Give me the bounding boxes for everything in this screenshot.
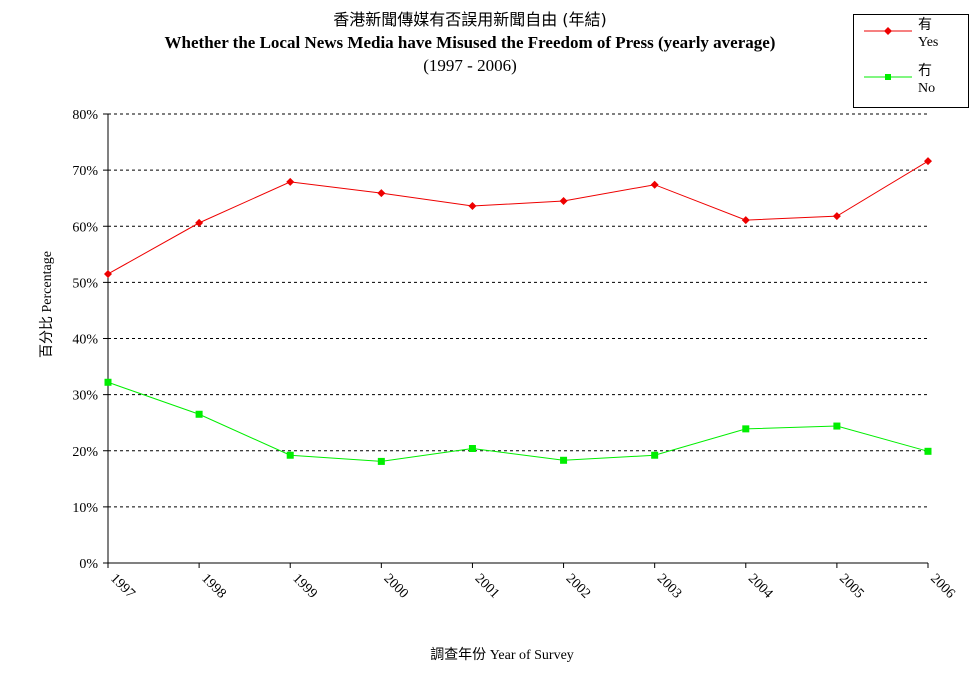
x-tick-label: 1999	[289, 571, 319, 601]
data-point-no	[104, 378, 112, 386]
legend-label-yes-en: Yes	[918, 35, 939, 50]
data-point-yes	[195, 218, 204, 227]
x-axis-title-zh: 調查年份	[430, 647, 487, 663]
x-tick-label: 2006	[927, 571, 957, 601]
x-tick-label: 2003	[654, 571, 684, 601]
legend: 有 Yes 冇 No	[853, 14, 969, 108]
data-point-yes	[286, 177, 295, 186]
x-axis-title-en: Year of Survey	[489, 648, 574, 663]
data-point-yes	[104, 269, 112, 278]
data-point-yes	[924, 157, 932, 166]
data-point-no	[468, 445, 476, 453]
y-tick-label: 50%	[72, 276, 98, 291]
data-point-no	[195, 410, 203, 418]
legend-item-no: 冇 No	[854, 61, 968, 101]
legend-swatch-no	[864, 74, 912, 80]
x-tick-label: 2004	[745, 571, 775, 601]
y-tick-label: 60%	[72, 220, 98, 235]
y-tick-label: 10%	[72, 501, 98, 516]
legend-label-no-zh: 冇	[918, 63, 932, 79]
y-tick-label: 80%	[72, 108, 98, 123]
x-tick-label: 2000	[381, 571, 411, 601]
chart-title-period: (1997 - 2006)	[423, 56, 517, 75]
x-tick-label: 2001	[472, 571, 502, 601]
y-axis-title: 百分比 Percentage	[36, 251, 56, 358]
legend-label-yes-zh: 有	[918, 17, 932, 33]
data-point-no	[560, 456, 568, 464]
data-point-yes	[741, 216, 750, 225]
data-point-no	[286, 451, 294, 459]
chart-title: 香港新聞傳媒有否誤用新聞自由 (年結) Whether the Local Ne…	[0, 8, 940, 77]
y-tick-label: 30%	[72, 389, 98, 404]
data-point-yes	[468, 202, 477, 211]
series-line-no	[107, 381, 929, 462]
data-point-no	[833, 422, 841, 430]
legend-label-no-en: No	[918, 81, 936, 96]
y-axis-title-en: Percentage	[40, 251, 55, 313]
data-point-no	[377, 457, 385, 465]
data-point-no	[924, 447, 932, 455]
x-tick-label: 1997	[107, 571, 137, 601]
data-point-yes	[377, 189, 386, 198]
x-tick-label: 2005	[836, 571, 866, 601]
y-tick-label: 20%	[72, 445, 98, 460]
data-point-no	[742, 425, 750, 433]
data-point-yes	[832, 212, 841, 221]
x-tick-label: 2002	[563, 571, 593, 601]
legend-item-yes: 有 Yes	[854, 15, 968, 55]
data-point-yes	[559, 196, 568, 205]
chart-title-zh: 香港新聞傳媒有否誤用新聞自由 (年結)	[333, 10, 607, 29]
series-line-yes	[107, 160, 929, 275]
x-tick-label: 1998	[198, 571, 228, 601]
legend-swatch-yes	[864, 27, 912, 35]
data-point-no	[651, 451, 659, 459]
y-axis-title-zh: 百分比	[39, 316, 55, 358]
y-tick-label: 70%	[72, 164, 98, 179]
y-tick-label: 40%	[72, 333, 98, 348]
x-axis-title: 調查年份 Year of Survey	[0, 644, 974, 664]
data-point-yes	[650, 180, 659, 189]
chart-title-en: Whether the Local News Media have Misuse…	[164, 33, 776, 52]
y-tick-label: 0%	[79, 557, 98, 572]
